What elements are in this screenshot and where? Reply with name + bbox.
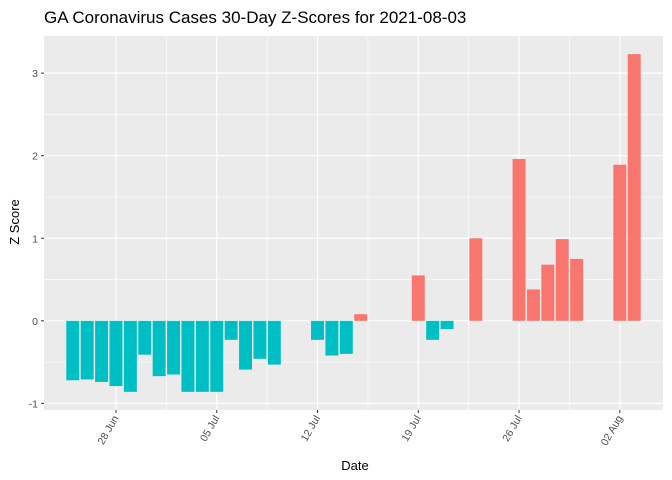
bar-2021-07-07 <box>239 320 253 370</box>
x-axis-title: Date <box>341 458 368 473</box>
bar-2021-07-21 <box>440 320 454 330</box>
y-tick-label: -1 <box>29 398 38 410</box>
bar-2021-06-25 <box>66 320 80 381</box>
bar-2021-07-03 <box>181 320 195 392</box>
bar-2021-08-02 <box>613 164 627 321</box>
y-axis: -1 0 1 2 3 <box>29 68 44 410</box>
bar-2021-07-08 <box>253 320 267 359</box>
bar-2021-07-29 <box>555 239 569 321</box>
bar-2021-08-03 <box>627 54 641 321</box>
bar-2021-06-26 <box>80 320 94 380</box>
bar-2021-07-23 <box>469 238 483 321</box>
bar-2021-07-13 <box>325 320 339 356</box>
bar-2021-07-02 <box>167 320 181 375</box>
bar-2021-07-19 <box>411 275 425 321</box>
bar-2021-06-29 <box>123 320 137 392</box>
y-tick-label: 0 <box>32 316 38 328</box>
y-axis-title: Z Score <box>7 199 22 245</box>
chart-title: GA Coronavirus Cases 30-Day Z-Scores for… <box>44 8 466 27</box>
bar-2021-07-27 <box>526 289 540 321</box>
bar-2021-07-15 <box>354 314 368 321</box>
bar-2021-07-12 <box>311 320 324 340</box>
y-tick-label: 1 <box>32 233 38 245</box>
bars <box>66 54 641 392</box>
bar-2021-07-28 <box>541 264 555 321</box>
bar-2021-07-14 <box>339 320 353 354</box>
bar-2021-07-26 <box>512 159 526 321</box>
bar-2021-06-27 <box>95 320 109 382</box>
y-tick-label: 3 <box>32 68 38 80</box>
bar-2021-07-05 <box>210 320 224 392</box>
bar-2021-06-30 <box>138 320 152 355</box>
bar-2021-07-06 <box>224 320 238 340</box>
y-tick-label: 2 <box>32 151 38 163</box>
bar-2021-07-20 <box>426 320 440 340</box>
bar-2021-07-01 <box>152 320 166 377</box>
bar-2021-07-30 <box>570 258 584 321</box>
bar-2021-07-09 <box>267 320 281 365</box>
bar-2021-07-04 <box>195 320 209 392</box>
bar-2021-06-28 <box>109 320 123 387</box>
